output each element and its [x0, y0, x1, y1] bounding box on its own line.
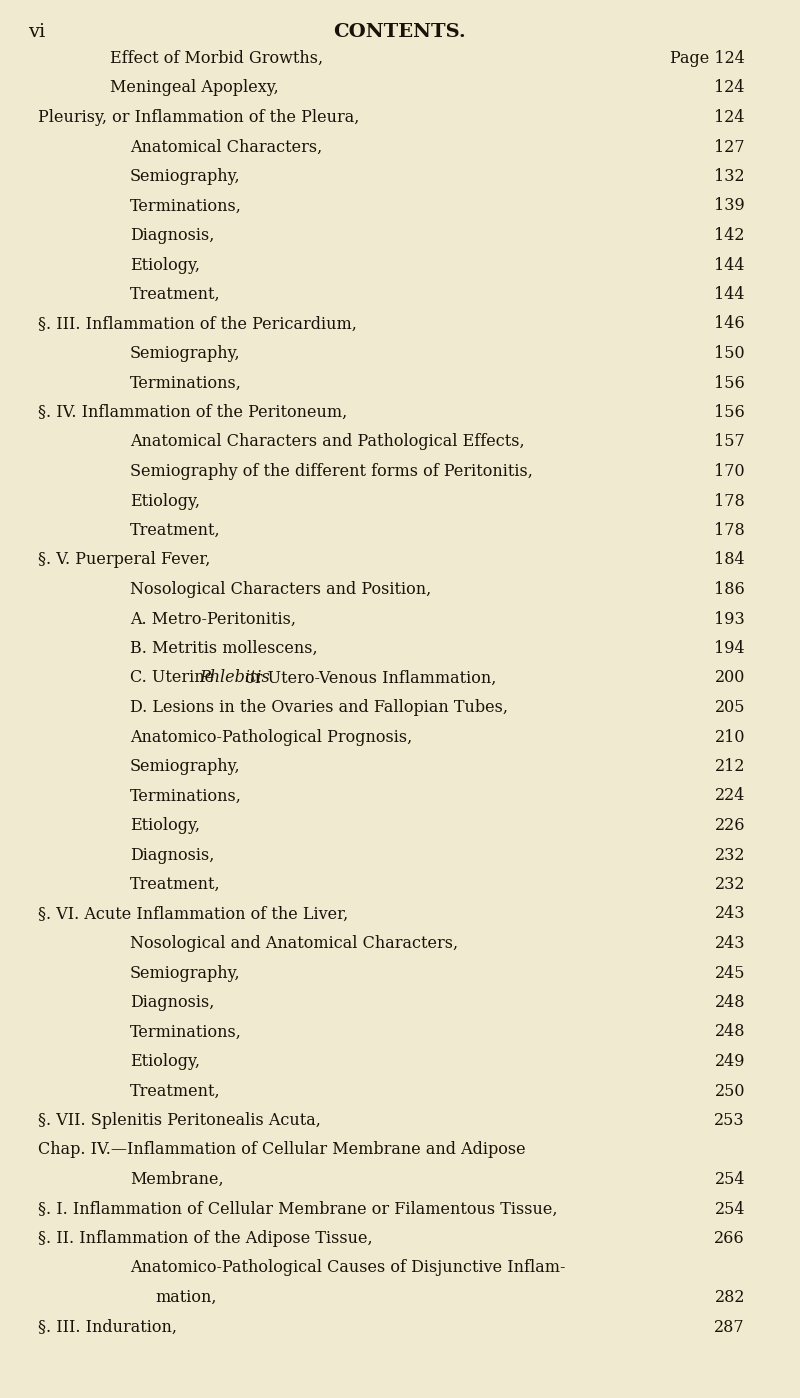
- Text: 232: 232: [714, 877, 745, 893]
- Text: 254: 254: [714, 1201, 745, 1218]
- Text: 124: 124: [714, 109, 745, 126]
- Text: 248: 248: [714, 994, 745, 1011]
- Text: or Utero-Venous Inflammation,: or Utero-Venous Inflammation,: [240, 670, 497, 686]
- Text: Semiography,: Semiography,: [130, 345, 241, 362]
- Text: §. III. Inflammation of the Pericardium,: §. III. Inflammation of the Pericardium,: [38, 316, 357, 333]
- Text: 243: 243: [714, 935, 745, 952]
- Text: Diagnosis,: Diagnosis,: [130, 226, 214, 245]
- Text: Chap. IV.—Inflammation of Cellular Membrane and Adipose: Chap. IV.—Inflammation of Cellular Membr…: [38, 1142, 526, 1159]
- Text: Etiology,: Etiology,: [130, 492, 200, 509]
- Text: 178: 178: [714, 521, 745, 540]
- Text: Anatomico-Pathological Prognosis,: Anatomico-Pathological Prognosis,: [130, 728, 412, 745]
- Text: Semiography of the different forms of Peritonitis,: Semiography of the different forms of Pe…: [130, 463, 533, 480]
- Text: Semiography,: Semiography,: [130, 168, 241, 185]
- Text: Semiography,: Semiography,: [130, 758, 241, 774]
- Text: Terminations,: Terminations,: [130, 197, 242, 214]
- Text: §. II. Inflammation of the Adipose Tissue,: §. II. Inflammation of the Adipose Tissu…: [38, 1230, 373, 1247]
- Text: A. Metro-Peritonitis,: A. Metro-Peritonitis,: [130, 611, 296, 628]
- Text: Etiology,: Etiology,: [130, 1053, 200, 1069]
- Text: Treatment,: Treatment,: [130, 287, 221, 303]
- Text: Nosological and Anatomical Characters,: Nosological and Anatomical Characters,: [130, 935, 458, 952]
- Text: Diagnosis,: Diagnosis,: [130, 847, 214, 864]
- Text: Terminations,: Terminations,: [130, 787, 242, 804]
- Text: 200: 200: [714, 670, 745, 686]
- Text: 224: 224: [714, 787, 745, 804]
- Text: Semiography,: Semiography,: [130, 965, 241, 981]
- Text: §. IV. Inflammation of the Peritoneum,: §. IV. Inflammation of the Peritoneum,: [38, 404, 347, 421]
- Text: Treatment,: Treatment,: [130, 877, 221, 893]
- Text: §. VII. Splenitis Peritonealis Acuta,: §. VII. Splenitis Peritonealis Acuta,: [38, 1111, 321, 1130]
- Text: 170: 170: [714, 463, 745, 480]
- Text: Anatomical Characters and Pathological Effects,: Anatomical Characters and Pathological E…: [130, 433, 525, 450]
- Text: Diagnosis,: Diagnosis,: [130, 994, 214, 1011]
- Text: §. V. Puerperal Fever,: §. V. Puerperal Fever,: [38, 551, 210, 569]
- Text: 142: 142: [714, 226, 745, 245]
- Text: §. VI. Acute Inflammation of the Liver,: §. VI. Acute Inflammation of the Liver,: [38, 906, 348, 923]
- Text: Etiology,: Etiology,: [130, 816, 200, 835]
- Text: 210: 210: [714, 728, 745, 745]
- Text: Treatment,: Treatment,: [130, 1082, 221, 1099]
- Text: 194: 194: [714, 640, 745, 657]
- Text: Treatment,: Treatment,: [130, 521, 221, 540]
- Text: Meningeal Apoplexy,: Meningeal Apoplexy,: [110, 80, 278, 96]
- Text: Phlebitis: Phlebitis: [199, 670, 270, 686]
- Text: 226: 226: [714, 816, 745, 835]
- Text: 150: 150: [714, 345, 745, 362]
- Text: 253: 253: [714, 1111, 745, 1130]
- Text: 248: 248: [714, 1023, 745, 1040]
- Text: 156: 156: [714, 375, 745, 391]
- Text: 139: 139: [714, 197, 745, 214]
- Text: 157: 157: [714, 433, 745, 450]
- Text: 287: 287: [714, 1318, 745, 1335]
- Text: CONTENTS.: CONTENTS.: [334, 22, 466, 41]
- Text: 178: 178: [714, 492, 745, 509]
- Text: §. I. Inflammation of Cellular Membrane or Filamentous Tissue,: §. I. Inflammation of Cellular Membrane …: [38, 1201, 558, 1218]
- Text: Anatomico-Pathological Causes of Disjunctive Inflam-: Anatomico-Pathological Causes of Disjunc…: [130, 1260, 566, 1276]
- Text: 249: 249: [714, 1053, 745, 1069]
- Text: Page 124: Page 124: [670, 50, 745, 67]
- Text: 144: 144: [714, 287, 745, 303]
- Text: Terminations,: Terminations,: [130, 375, 242, 391]
- Text: 254: 254: [714, 1172, 745, 1188]
- Text: 127: 127: [714, 138, 745, 155]
- Text: Terminations,: Terminations,: [130, 1023, 242, 1040]
- Text: 124: 124: [714, 80, 745, 96]
- Text: D. Lesions in the Ovaries and Fallopian Tubes,: D. Lesions in the Ovaries and Fallopian …: [130, 699, 508, 716]
- Text: 156: 156: [714, 404, 745, 421]
- Text: 184: 184: [714, 551, 745, 569]
- Text: 144: 144: [714, 256, 745, 274]
- Text: 232: 232: [714, 847, 745, 864]
- Text: 193: 193: [714, 611, 745, 628]
- Text: Etiology,: Etiology,: [130, 256, 200, 274]
- Text: 205: 205: [714, 699, 745, 716]
- Text: 212: 212: [714, 758, 745, 774]
- Text: 266: 266: [714, 1230, 745, 1247]
- Text: Membrane,: Membrane,: [130, 1172, 224, 1188]
- Text: 282: 282: [714, 1289, 745, 1306]
- Text: 243: 243: [714, 906, 745, 923]
- Text: C. Uterine: C. Uterine: [130, 670, 219, 686]
- Text: 132: 132: [714, 168, 745, 185]
- Text: vi: vi: [28, 22, 46, 41]
- Text: Pleurisy, or Inflammation of the Pleura,: Pleurisy, or Inflammation of the Pleura,: [38, 109, 359, 126]
- Text: 250: 250: [714, 1082, 745, 1099]
- Text: B. Metritis mollescens,: B. Metritis mollescens,: [130, 640, 318, 657]
- Text: 186: 186: [714, 582, 745, 598]
- Text: Effect of Morbid Growths,: Effect of Morbid Growths,: [110, 50, 323, 67]
- Text: Nosological Characters and Position,: Nosological Characters and Position,: [130, 582, 431, 598]
- Text: 146: 146: [714, 316, 745, 333]
- Text: mation,: mation,: [155, 1289, 217, 1306]
- Text: §. III. Induration,: §. III. Induration,: [38, 1318, 177, 1335]
- Text: 245: 245: [714, 965, 745, 981]
- Text: Anatomical Characters,: Anatomical Characters,: [130, 138, 322, 155]
